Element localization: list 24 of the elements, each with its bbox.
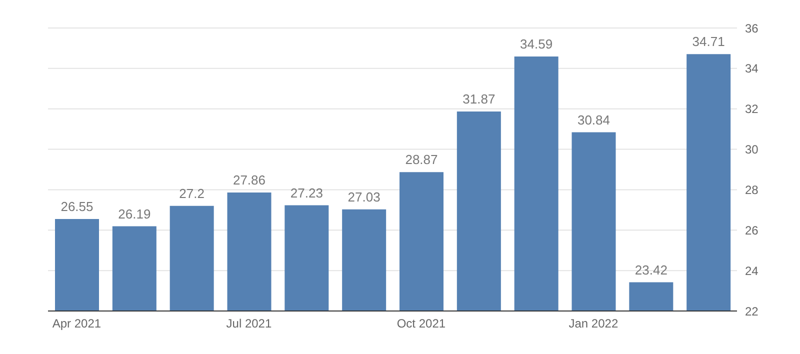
data-label: 30.84 bbox=[577, 112, 610, 128]
y-tick-label: 26 bbox=[745, 223, 759, 238]
data-label: 27.86 bbox=[232, 172, 266, 188]
y-tick-label: 32 bbox=[745, 102, 759, 116]
data-label: 28.87 bbox=[405, 152, 438, 168]
y-tick-label: 30 bbox=[745, 142, 759, 157]
y-tick-label: 22 bbox=[745, 304, 759, 318]
data-label: 26.55 bbox=[60, 199, 94, 214]
data-label: 27.23 bbox=[290, 185, 323, 200]
data-label: 34.59 bbox=[520, 36, 553, 52]
data-label: 31.87 bbox=[462, 91, 496, 106]
y-tick-label: 34 bbox=[745, 62, 759, 76]
data-label: 27.03 bbox=[348, 189, 380, 204]
x-tick-label: Jul 2021 bbox=[226, 316, 272, 331]
x-tick-label: Jan 2022 bbox=[568, 316, 618, 331]
data-label: 26.19 bbox=[118, 206, 151, 222]
x-tick-label: Oct 2021 bbox=[396, 316, 446, 331]
y-tick-label: 36 bbox=[745, 21, 759, 36]
data-label: 34.71 bbox=[692, 34, 725, 50]
y-tick-label: 28 bbox=[745, 182, 759, 197]
y-tick-label: 24 bbox=[745, 264, 759, 278]
x-tick-label: Apr 2021 bbox=[52, 316, 102, 331]
data-label: 27.2 bbox=[179, 186, 204, 201]
data-label: 23.42 bbox=[634, 262, 668, 278]
